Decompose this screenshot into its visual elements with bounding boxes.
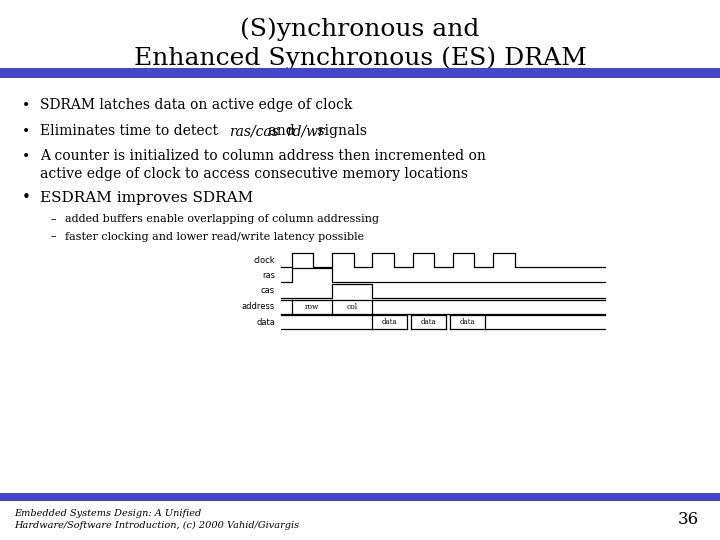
Text: ras/cas: ras/cas — [229, 124, 279, 138]
Text: row: row — [305, 303, 319, 310]
Text: cas: cas — [261, 286, 275, 295]
Text: •: • — [22, 190, 30, 205]
Text: Hardware/Software Introduction, (c) 2000 Vahid/Givargis: Hardware/Software Introduction, (c) 2000… — [14, 521, 300, 530]
Text: address: address — [242, 302, 275, 311]
Text: data: data — [256, 318, 275, 327]
Text: signals: signals — [313, 124, 367, 138]
Text: Enhanced Synchronous (ES) DRAM: Enhanced Synchronous (ES) DRAM — [134, 46, 586, 70]
Text: and: and — [264, 124, 300, 138]
Text: ras: ras — [262, 271, 275, 280]
Text: data: data — [459, 319, 475, 326]
Text: (S)ynchronous and: (S)ynchronous and — [240, 18, 480, 42]
Text: col: col — [346, 303, 358, 310]
Text: •: • — [22, 98, 30, 112]
Text: Eliminates time to detect: Eliminates time to detect — [40, 124, 222, 138]
Text: data: data — [420, 319, 436, 326]
FancyBboxPatch shape — [0, 68, 720, 78]
Text: A counter is initialized to column address then incremented on: A counter is initialized to column addre… — [40, 148, 485, 163]
FancyBboxPatch shape — [0, 493, 720, 501]
Text: •: • — [22, 124, 30, 138]
Text: Embedded Systems Design: A Unified: Embedded Systems Design: A Unified — [14, 509, 202, 517]
Text: 36: 36 — [678, 511, 698, 528]
Text: –: – — [50, 214, 56, 224]
Text: –: – — [50, 232, 56, 241]
Text: active edge of clock to access consecutive memory locations: active edge of clock to access consecuti… — [40, 167, 467, 181]
Text: ESDRAM improves SDRAM: ESDRAM improves SDRAM — [40, 191, 253, 205]
Text: rd/wr: rd/wr — [286, 124, 325, 138]
Text: added buffers enable overlapping of column addressing: added buffers enable overlapping of colu… — [65, 214, 379, 224]
Text: clock: clock — [253, 256, 275, 265]
Text: •: • — [22, 148, 30, 163]
Text: data: data — [382, 319, 397, 326]
Text: faster clocking and lower read/write latency possible: faster clocking and lower read/write lat… — [65, 232, 364, 241]
Text: SDRAM latches data on active edge of clock: SDRAM latches data on active edge of clo… — [40, 98, 352, 112]
